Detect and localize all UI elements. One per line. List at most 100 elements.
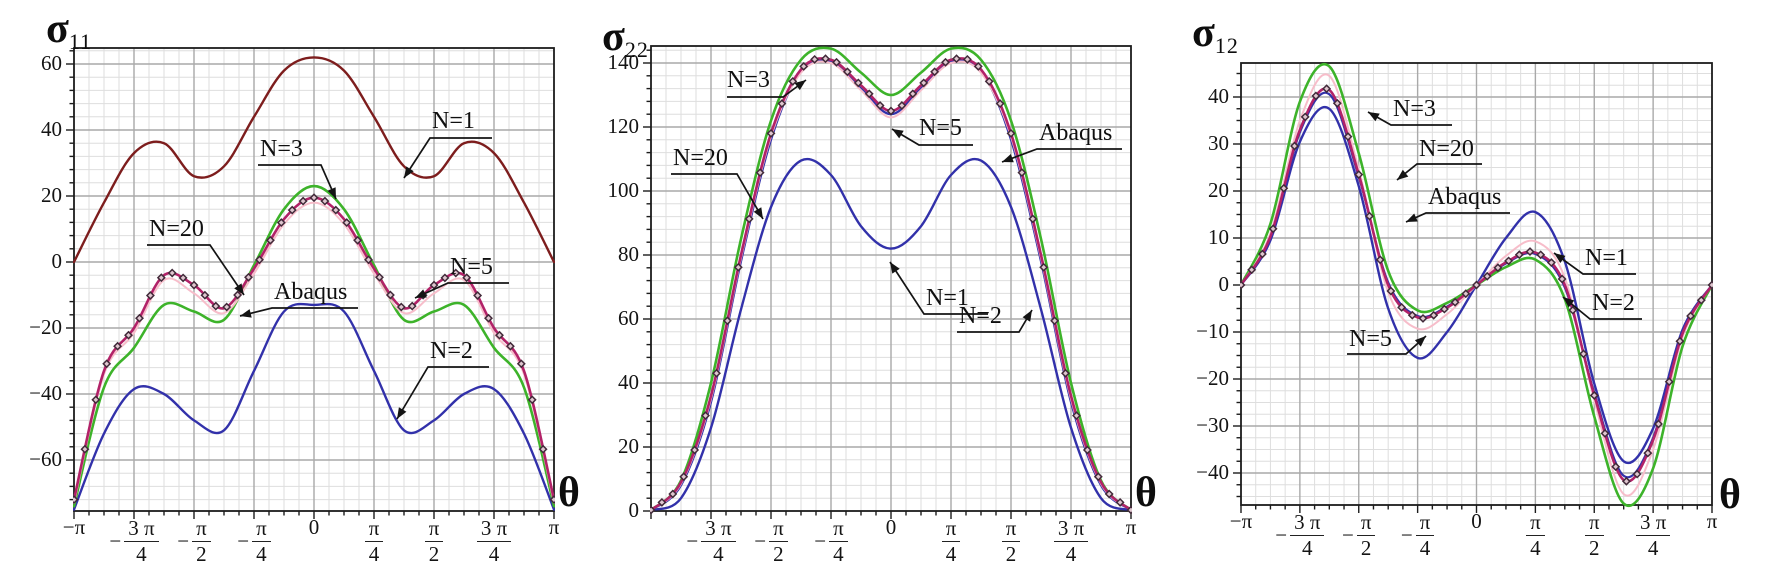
abaqus-marker bbox=[167, 268, 177, 278]
minus-sign: − bbox=[109, 529, 122, 554]
abaqus-marker bbox=[222, 302, 232, 312]
abaqus-marker bbox=[821, 54, 830, 64]
abaqus-marker bbox=[973, 61, 983, 71]
abaqus-marker bbox=[451, 268, 461, 278]
x-tick-label: π bbox=[1125, 515, 1137, 539]
y-tick-label: 40 bbox=[41, 117, 62, 141]
y-tick-label: 0 bbox=[1218, 272, 1230, 296]
y-tick-label: −30 bbox=[1196, 413, 1229, 437]
abaqus-markers bbox=[73, 193, 555, 505]
abaqus-marker bbox=[864, 89, 874, 99]
abaqus-marker bbox=[1268, 224, 1278, 234]
abaqus-marker bbox=[1707, 280, 1713, 290]
annotation-arrowhead bbox=[1563, 297, 1575, 308]
annotation-arrowhead bbox=[1554, 253, 1566, 263]
abaqus-marker bbox=[679, 472, 689, 482]
x-tick-label: − π 2 bbox=[154, 516, 234, 566]
annotation-arrowhead bbox=[1022, 310, 1032, 322]
abaqus-marker bbox=[701, 411, 710, 421]
fraction-numerator: 3 π bbox=[124, 516, 159, 543]
annotation-arrowhead bbox=[892, 129, 904, 139]
minus-sign: − bbox=[177, 529, 190, 554]
abaqus-marker bbox=[538, 444, 548, 454]
fraction-numerator: π bbox=[941, 516, 961, 543]
abaqus-marker bbox=[1472, 280, 1481, 290]
abaqus-marker bbox=[135, 313, 144, 323]
fraction-numerator: 3 π bbox=[701, 516, 736, 543]
abaqus-marker bbox=[1632, 469, 1642, 479]
fraction-numerator: π bbox=[1415, 510, 1435, 537]
x-tick-label: π bbox=[548, 515, 560, 539]
abaqus-marker bbox=[897, 101, 907, 110]
fraction-denominator: 4 bbox=[368, 542, 380, 567]
abaqus-marker bbox=[1017, 168, 1027, 178]
abaqus-marker bbox=[1482, 271, 1492, 281]
panel3-xaxis-label: θ bbox=[1719, 472, 1741, 518]
abaqus-marker bbox=[320, 196, 330, 206]
abaqus-marker bbox=[91, 395, 101, 405]
abaqus-marker bbox=[145, 291, 155, 300]
y-tick-label: −60 bbox=[29, 447, 62, 471]
abaqus-marker bbox=[657, 497, 667, 507]
fraction-denominator: 4 bbox=[1302, 536, 1313, 561]
y-tick-label: 40 bbox=[618, 370, 639, 394]
abaqus-marker bbox=[1579, 349, 1588, 359]
annotation-leader-N=20 bbox=[671, 173, 764, 220]
abaqus-marker bbox=[832, 57, 841, 67]
abaqus-marker bbox=[1696, 295, 1706, 305]
abaqus-marker bbox=[930, 67, 940, 77]
series-curve-N=1 bbox=[73, 56, 555, 264]
abaqus-marker bbox=[80, 444, 90, 454]
abaqus-marker bbox=[440, 273, 450, 283]
abaqus-marker bbox=[396, 302, 406, 312]
y-tick-label: 140 bbox=[607, 50, 640, 74]
abaqus-marker bbox=[1397, 302, 1407, 312]
fraction-denominator: 4 bbox=[136, 542, 147, 567]
y-tick-label: 0 bbox=[628, 498, 640, 522]
annotation-label-N=3: N=3 bbox=[727, 67, 770, 93]
fraction-numerator: π bbox=[252, 516, 271, 543]
curves bbox=[73, 56, 555, 511]
fraction-numerator: π bbox=[1526, 510, 1545, 537]
panel-1 bbox=[66, 47, 555, 519]
fraction-numerator: π bbox=[1001, 516, 1021, 543]
abaqus-marker bbox=[1546, 258, 1556, 268]
abaqus-marker bbox=[744, 214, 754, 224]
abaqus-marker bbox=[722, 316, 732, 326]
abaqus-marker bbox=[1365, 211, 1374, 221]
abaqus-marker bbox=[1386, 286, 1396, 296]
y-tick-label: 60 bbox=[618, 306, 639, 330]
minus-sign: − bbox=[1342, 523, 1354, 548]
abaqus-marker bbox=[1461, 289, 1471, 299]
grid-minor bbox=[1241, 63, 1712, 505]
abaqus-marker bbox=[799, 61, 809, 71]
abaqus-marker bbox=[1450, 297, 1460, 307]
abaqus-marker bbox=[1418, 313, 1428, 323]
abaqus-marker bbox=[1525, 247, 1535, 257]
abaqus-marker bbox=[1343, 132, 1353, 142]
abaqus-marker bbox=[733, 262, 743, 272]
annotations bbox=[671, 79, 1122, 333]
abaqus-marker bbox=[1104, 489, 1114, 499]
annotation-label-Abaqus: Abaqus bbox=[1039, 120, 1113, 146]
abaqus-marker bbox=[1126, 505, 1132, 515]
abaqus-marker bbox=[1300, 112, 1310, 122]
abaqus-marker bbox=[886, 106, 896, 116]
fraction-denominator: 4 bbox=[713, 542, 724, 567]
y-tick-label: 0 bbox=[51, 249, 63, 273]
abaqus-marker bbox=[810, 54, 820, 64]
x-tick-label: 0 bbox=[885, 515, 897, 539]
abaqus-marker bbox=[298, 196, 308, 206]
x-tick-label: − π 2 bbox=[731, 516, 811, 566]
series-curve-N=1 bbox=[650, 157, 1132, 512]
abaqus-marker bbox=[1290, 141, 1299, 151]
abaqus-marker bbox=[668, 489, 678, 499]
